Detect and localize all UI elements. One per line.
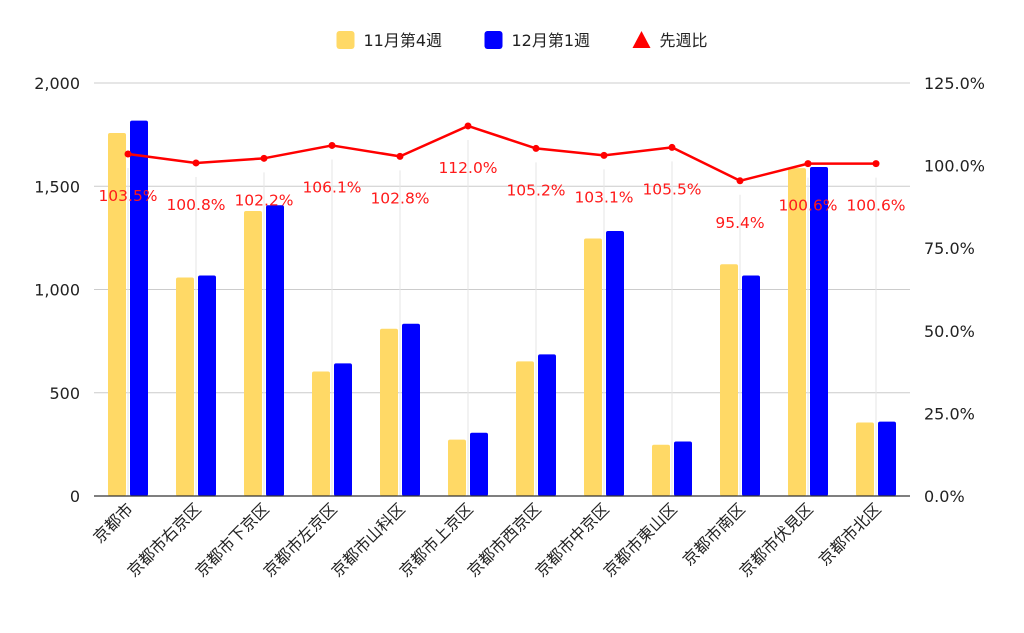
bar [448, 439, 466, 496]
ratio-line-path [127, 124, 876, 183]
legend[interactable]: 11月第4週 12月第1週 先週比 [336, 31, 708, 50]
ratio-data-label: 102.8% [370, 189, 429, 207]
bar [674, 441, 692, 496]
bar [130, 120, 148, 496]
bar [176, 277, 194, 496]
bar [878, 421, 896, 496]
y-left-tick-label: 1,000 [34, 281, 80, 300]
bar [538, 354, 556, 496]
y-left-tick-label: 500 [49, 384, 80, 403]
x-tick-label: 京都市南区 [679, 499, 749, 569]
legend-swatch [484, 31, 503, 49]
bar [470, 432, 488, 496]
y-right-tick-label: 75.0% [924, 239, 975, 258]
bar [108, 132, 126, 496]
ratio-point [464, 122, 472, 130]
bars [108, 120, 896, 497]
legend-swatch [336, 31, 355, 49]
gridlines [94, 82, 910, 496]
x-tick-label: 京都市北区 [815, 499, 885, 569]
ratio-point [396, 152, 404, 160]
bar [606, 231, 624, 497]
y-left-tick-label: 1,500 [34, 177, 80, 196]
ratio-data-label: 100.8% [166, 196, 225, 214]
y-left-tick-label: 0 [70, 487, 80, 506]
ratio-data-label: 100.6% [846, 197, 905, 215]
ratio-point [668, 143, 676, 151]
ratio-data-label: 112.0% [438, 159, 497, 177]
legend-label: 先週比 [660, 31, 708, 50]
ratio-point [328, 141, 336, 149]
ratio-data-label: 103.1% [574, 188, 633, 206]
ratio-data-label: 100.6% [778, 197, 837, 215]
y-right-tick-label: 50.0% [924, 322, 975, 341]
ratio-data-label: 102.2% [234, 191, 293, 209]
x-tick-label: 京都市 [89, 499, 136, 546]
data-labels: 103.5% 100.8% 102.2% 106.1% 102.8% 112.0% 105.… [98, 159, 905, 232]
ratio-point [192, 159, 200, 167]
ratio-data-label: 105.5% [642, 180, 701, 198]
y-right-tick-label: 100.0% [924, 157, 985, 176]
ratio-data-label: 95.4% [715, 214, 764, 232]
ratio-point [260, 154, 268, 162]
bar [266, 205, 284, 497]
bar [198, 275, 216, 496]
bar [244, 211, 262, 496]
bar [742, 275, 760, 496]
legend-label: 12月第1週 [512, 31, 591, 50]
ratio-line [124, 122, 880, 185]
ratio-data-label: 103.5% [98, 187, 157, 205]
bar [516, 361, 534, 496]
legend-label: 11月第4週 [364, 31, 443, 50]
ratio-point [872, 160, 880, 168]
ratio-data-label: 105.2% [506, 181, 565, 199]
ratio-point [124, 150, 132, 158]
bar [720, 264, 738, 496]
x-tick-label: 京都市東山区 [600, 499, 681, 580]
bar [652, 444, 670, 496]
ratio-point [736, 177, 744, 185]
bar [334, 363, 352, 496]
y-left-tick-label: 2,000 [34, 74, 80, 93]
ratio-point [532, 144, 540, 152]
bar [810, 167, 828, 496]
ratio-point [804, 160, 812, 168]
bar [584, 238, 602, 496]
bar [380, 328, 398, 496]
bar [402, 323, 420, 496]
ratio-data-label: 106.1% [302, 178, 361, 196]
y-right-tick-label: 0.0% [924, 487, 965, 506]
x-tick-label: 京都市伏見区 [736, 499, 817, 580]
bar [312, 371, 330, 496]
legend-swatch [632, 31, 651, 48]
y-right-tick-label: 125.0% [924, 74, 985, 93]
y-right-tick-label: 25.0% [924, 404, 975, 423]
ratio-point [600, 151, 608, 159]
bar [788, 168, 806, 496]
bar [856, 422, 874, 496]
